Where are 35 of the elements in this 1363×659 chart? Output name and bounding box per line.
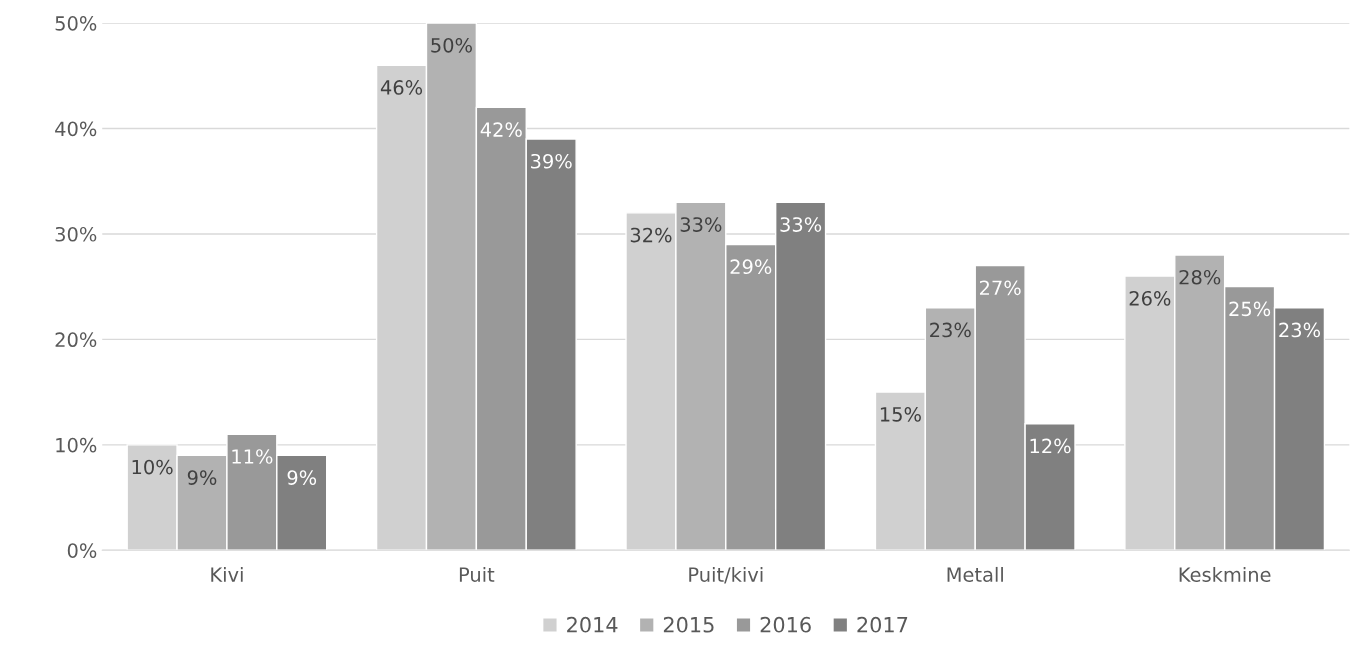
data-label: 39% [531, 153, 572, 169]
legend-label: 2016 [760, 616, 811, 633]
x-tick-label: Puit [459, 566, 495, 582]
data-label: 9% [187, 470, 217, 485]
y-tick-label: 30% [55, 226, 97, 242]
data-label: 26% [1129, 290, 1171, 306]
data-label: 42% [480, 122, 522, 137]
y-tick-label: 40% [55, 121, 97, 137]
data-label: 10% [132, 459, 173, 475]
data-label: 28% [1179, 269, 1221, 285]
data-label: 50% [431, 37, 472, 53]
data-label: 11% [232, 449, 273, 464]
data-label: 15% [880, 406, 921, 422]
x-tick-label: Keskmine [1179, 566, 1271, 582]
data-label: 32% [630, 227, 672, 243]
data-label: 12% [1030, 438, 1071, 454]
data-label: 33% [780, 217, 822, 232]
legend-label: 2015 [663, 616, 714, 633]
data-label: 27% [979, 280, 1021, 296]
y-tick-label: 20% [55, 332, 97, 348]
data-label: 9% [287, 470, 317, 485]
y-tick-label: 10% [56, 437, 97, 453]
y-tick-label: 0% [67, 543, 97, 558]
legend-label: 2014 [567, 616, 618, 633]
x-tick-label: Metall [947, 566, 1003, 582]
legend-label: 2017 [857, 616, 908, 633]
data-label: 46% [380, 80, 423, 95]
data-label: 23% [1279, 322, 1321, 338]
data-label: 25% [1229, 301, 1271, 317]
x-tick-label: Kivi [211, 566, 243, 582]
x-tick-label: Puit/kivi [689, 566, 763, 584]
y-tick-label: 50% [55, 16, 97, 31]
data-label: 33% [680, 217, 722, 232]
data-label: 29% [730, 259, 772, 275]
data-label: 23% [930, 322, 971, 338]
